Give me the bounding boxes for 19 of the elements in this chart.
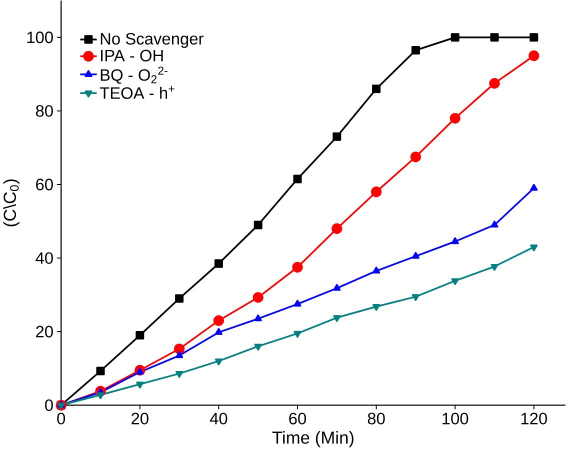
y-tick-label: 40 [36,252,53,264]
y-tick-label: 0 [45,399,53,411]
y-axis-title: (C\C$_{0}$) [3,179,20,226]
legend-label: No Scavenger [100,32,204,48]
legend-label: TEOA - h$^{+}$ [100,86,174,99]
legend-label: IPA - OH [101,50,163,62]
x-tick-label: 100 [442,412,468,424]
x-tick-label: 40 [210,412,228,424]
x-tick-label: 60 [289,412,306,424]
y-tick-label: 20 [36,326,53,338]
y-tick-label: 100 [27,31,53,43]
y-tick-label: 60 [36,178,53,190]
x-axis-title: Time (Min) [272,430,354,448]
x-tick-label: 120 [521,412,547,424]
legend-label: BQ - O$_{2}$2- [100,66,168,84]
x-tick-label: 80 [368,412,385,424]
x-tick-label: 0 [57,412,66,424]
y-tick-label: 80 [36,104,53,117]
x-tick-label: 20 [132,412,148,424]
